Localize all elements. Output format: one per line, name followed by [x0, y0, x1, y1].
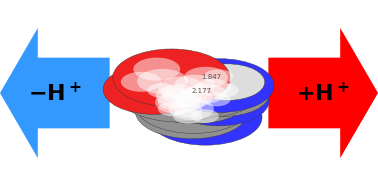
Circle shape [177, 97, 205, 110]
Circle shape [169, 98, 214, 120]
Circle shape [134, 78, 209, 114]
Circle shape [173, 109, 203, 124]
Circle shape [113, 49, 230, 107]
Polygon shape [0, 28, 110, 158]
Circle shape [137, 69, 188, 94]
Circle shape [191, 109, 219, 123]
Circle shape [195, 79, 231, 96]
Circle shape [155, 92, 200, 114]
Circle shape [174, 88, 213, 108]
Circle shape [167, 76, 269, 126]
Circle shape [103, 64, 204, 114]
Text: $\mathbf{+H^+}$: $\mathbf{+H^+}$ [296, 81, 350, 105]
Circle shape [145, 89, 219, 126]
Circle shape [115, 60, 242, 122]
Text: 1.847: 1.847 [201, 74, 221, 80]
Circle shape [149, 89, 262, 145]
Circle shape [158, 102, 187, 116]
Circle shape [185, 83, 226, 103]
Circle shape [135, 83, 249, 139]
Circle shape [157, 67, 259, 117]
Circle shape [178, 104, 249, 139]
Circle shape [178, 87, 208, 102]
Circle shape [179, 72, 269, 116]
Circle shape [121, 72, 161, 92]
Circle shape [191, 64, 265, 100]
Polygon shape [268, 28, 378, 158]
Circle shape [162, 98, 232, 133]
Circle shape [174, 103, 203, 117]
Circle shape [162, 88, 192, 103]
Circle shape [203, 69, 233, 84]
Circle shape [149, 83, 223, 119]
Circle shape [135, 76, 252, 133]
Text: 2.177: 2.177 [192, 88, 212, 94]
Circle shape [190, 87, 260, 122]
Circle shape [160, 104, 234, 140]
Circle shape [198, 78, 269, 113]
Circle shape [175, 75, 215, 95]
Circle shape [156, 84, 203, 108]
Circle shape [164, 91, 235, 126]
Circle shape [203, 92, 231, 106]
Circle shape [158, 76, 203, 99]
Text: $\mathbf{-H^+}$: $\mathbf{-H^+}$ [28, 81, 82, 105]
Circle shape [156, 81, 254, 129]
Circle shape [138, 68, 251, 124]
Circle shape [145, 96, 219, 133]
Circle shape [133, 58, 180, 81]
Circle shape [211, 83, 239, 97]
Circle shape [147, 83, 177, 98]
Circle shape [184, 67, 228, 88]
Circle shape [165, 59, 274, 113]
Circle shape [158, 95, 187, 109]
Circle shape [165, 82, 239, 118]
